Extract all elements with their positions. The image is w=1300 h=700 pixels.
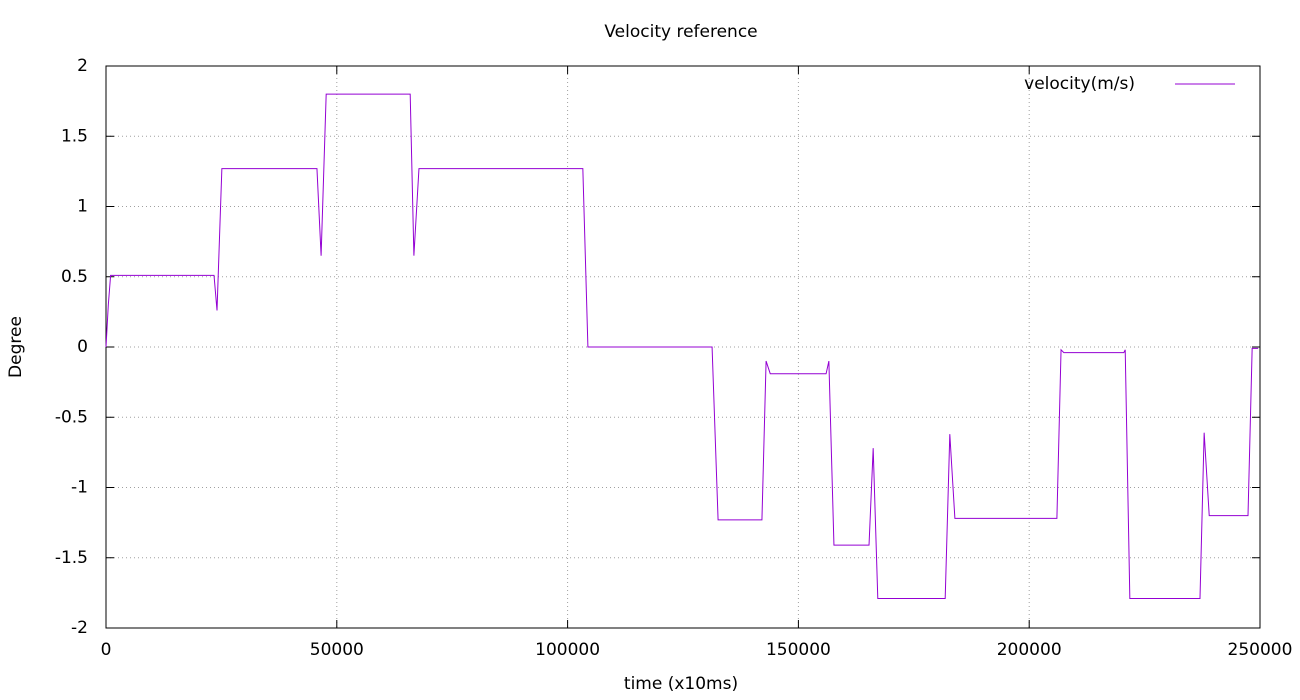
y-tick-label: 1.5: [61, 126, 88, 146]
y-tick-label: -1: [71, 478, 88, 498]
x-tick-label: 50000: [310, 640, 364, 660]
data-line: [105, 93, 1259, 599]
y-tick-label: 1: [77, 197, 88, 217]
x-tick-label: 100000: [535, 640, 600, 660]
x-tick-label: 150000: [766, 640, 831, 660]
y-tick-label: 0.5: [61, 267, 88, 287]
y-tick-label: -2: [71, 618, 88, 638]
chart-title: Velocity reference: [604, 22, 757, 42]
y-tick-label: 0: [77, 337, 88, 357]
y-axis-label: Degree: [6, 316, 26, 378]
x-tick-label: 0: [101, 640, 112, 660]
legend-label: velocity(m/s): [1024, 74, 1135, 94]
x-tick-label: 250000: [1228, 640, 1293, 660]
y-tick-label: -1.5: [55, 548, 88, 568]
x-axis-label: time (x10ms): [624, 674, 738, 694]
x-tick-label: 200000: [997, 640, 1062, 660]
y-tick-label: 2: [77, 56, 88, 76]
y-tick-label: -0.5: [55, 407, 88, 427]
